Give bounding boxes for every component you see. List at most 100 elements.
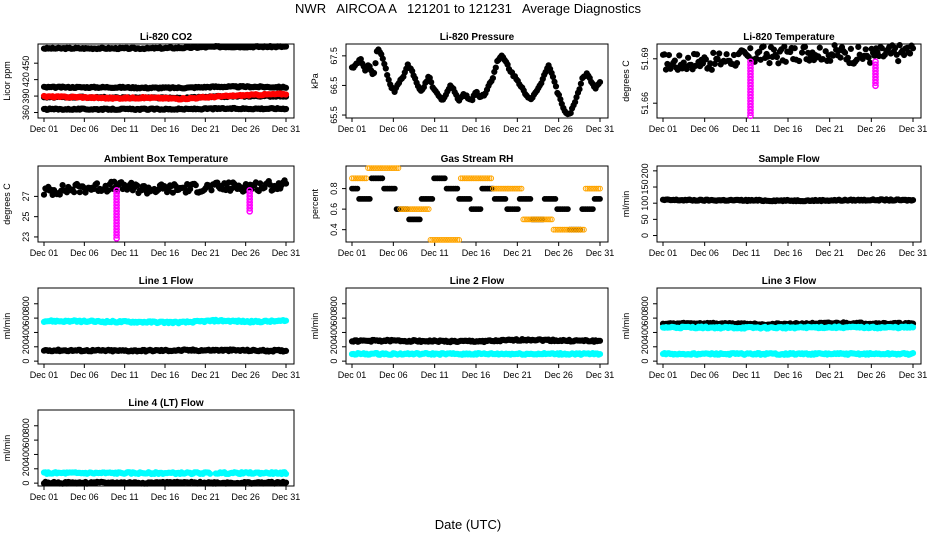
panel-1-xlabel-tick-6: Dec 31	[272, 124, 301, 134]
panel-4-spike-point	[113, 207, 120, 215]
panel-2-point-pressure	[379, 55, 386, 62]
panel-3-point-temperature	[708, 66, 715, 73]
panel-5-point-rh	[466, 196, 473, 202]
panel-7-xlabel-tick-1: Dec 06	[70, 370, 99, 380]
panel-1-point-sample	[282, 91, 290, 98]
panel-3-spike-point	[747, 112, 754, 120]
panel-5-point-rh	[379, 175, 386, 182]
panel-4-spike-point	[246, 207, 254, 215]
panel-3-point-temperature	[733, 60, 741, 67]
panel-5-xlabel-tick-1: Dec 06	[379, 248, 408, 258]
panel-3-point-temperature	[801, 43, 809, 51]
panel-5-ylabel-tick-0: 0.4	[329, 223, 339, 236]
panel-3: Li-820 Temperature degrees C 51.66 51.69 Dec…	[621, 32, 927, 134]
panel-9-xlabel-tick-0: Dec 01	[649, 370, 678, 380]
panel-5-xlabel-tick-5: Dec 26	[544, 248, 573, 258]
panel-3-spike-point	[872, 58, 879, 66]
panel-7-xlabel-tick-2: Dec 11	[111, 370, 139, 380]
panel-3-point-temperature	[782, 58, 789, 65]
panel-4-spike-point	[113, 228, 120, 236]
panel-4-spike-point	[246, 192, 254, 200]
panel-3-spike-point	[747, 88, 754, 96]
panel-8-point-line-flow	[596, 337, 604, 344]
panel-3-ylabel-tick-0: 51.66	[640, 92, 650, 115]
panel-4-point-box-temperature	[76, 189, 83, 196]
panel-2-xlabel-tick-1: Dec 06	[379, 124, 408, 134]
panel-3-spike-point	[747, 70, 754, 78]
panel-4-xlabel-tick-2: Dec 11	[111, 248, 139, 258]
panel-4-xlabel-tick-3: Dec 16	[151, 248, 180, 258]
panel-3-spike-point	[872, 67, 879, 75]
panel-3-xlabel-tick-3: Dec 16	[774, 124, 803, 134]
panel-3-point-temperature	[816, 44, 823, 51]
panel-9-ylabel: ml/min	[621, 313, 631, 340]
panel-3-spike-point	[747, 67, 754, 75]
panel-3-point-temperature	[665, 52, 673, 59]
panel-6-xlabel-tick-2: Dec 11	[732, 248, 760, 258]
panel-5-xlabel-tick-2: Dec 11	[421, 248, 449, 258]
panel-3-spike-point	[747, 109, 754, 117]
panel-3-point-temperature	[683, 65, 690, 73]
panel-10-title: Line 4 (LT) Flow	[128, 398, 204, 409]
panel-5-ylabel-tick-2: 0.8	[329, 182, 339, 195]
panel-4-spike-point	[113, 231, 120, 239]
panel-4-spike-point	[246, 195, 254, 203]
panel-1-title: Li-820 CO2	[140, 32, 193, 43]
panel-4-spike-point	[246, 198, 254, 206]
panel-3-point-temperature	[865, 54, 872, 61]
panel-9-xlabel-tick-5: Dec 26	[857, 370, 886, 380]
panel-7-xlabel-tick-4: Dec 21	[191, 370, 220, 380]
panel-1-ylabel: Licor ppm	[2, 61, 12, 101]
panel-4-xlabel-tick-5: Dec 26	[231, 248, 260, 258]
panel-2-xlabel-tick-5: Dec 26	[544, 124, 573, 134]
panel-3-point-temperature	[702, 56, 710, 63]
panel-2-point-pressure	[489, 75, 496, 82]
panel-3-xlabel-tick-1: Dec 06	[690, 124, 719, 134]
panel-6-xlabel-tick-6: Dec 31	[899, 248, 928, 258]
panel-3-point-temperature	[896, 42, 903, 49]
panel-4-spike-point	[113, 225, 120, 233]
panel-2-xlabel-tick-6: Dec 31	[586, 124, 615, 134]
panel-3-spike-point	[872, 70, 879, 78]
panel-3-spike-point	[747, 94, 754, 102]
panel-4-spike-point	[113, 189, 120, 197]
panel-3-xlabel-tick-0: Dec 01	[649, 124, 678, 134]
panel-6-ylabel-tick-1: 50	[640, 214, 650, 224]
panel-3-spike-point	[747, 64, 754, 72]
panel-9-ylabel-tick-1: 200	[640, 339, 650, 354]
panel-2-point-pressure	[577, 80, 585, 87]
panel-3-point-temperature	[791, 45, 798, 52]
panel-5-point-rh	[429, 196, 436, 202]
panel-10-xlabel-tick-6: Dec 31	[272, 492, 301, 502]
panel-6-xlabel-tick-3: Dec 16	[774, 248, 803, 258]
panel-2-point-pressure	[596, 79, 604, 86]
panel-3-xlabel-tick-5: Dec 26	[857, 124, 886, 134]
panel-9-xlabel-tick-6: Dec 31	[899, 370, 928, 380]
panel-3-point-temperature	[781, 43, 788, 50]
panel-2-xlabel-tick-2: Dec 11	[421, 124, 449, 134]
panel-7-xlabel-tick-0: Dec 01	[30, 370, 59, 380]
panel-3-frame	[656, 43, 922, 119]
panel-2-point-pressure	[552, 83, 560, 90]
panel-3-spike-point	[872, 82, 879, 90]
panel-3-spike-point	[872, 61, 879, 69]
panel-1-frame	[37, 43, 295, 119]
panel-10-ylabel-tick-0: 0	[21, 481, 31, 486]
panel-5-frame	[345, 165, 609, 243]
panel-3-spike-point	[872, 76, 879, 84]
panel-3-title: Li-820 Temperature	[743, 32, 835, 43]
panel-1-xlabel-tick-3: Dec 16	[151, 124, 180, 134]
panel-5-point-rh	[454, 185, 461, 192]
panel-4-ylabel-tick-0: 23	[21, 232, 31, 242]
panel-4-xlabel-tick-1: Dec 06	[70, 248, 99, 258]
panel-8-ylabel-tick-2: 400	[329, 325, 339, 340]
panel-4-spike-point	[113, 216, 120, 224]
panel-7-ylabel-tick-0: 0	[21, 359, 31, 364]
panel-5-xlabel-tick-4: Dec 21	[503, 248, 532, 258]
panel-3-spike-point	[747, 79, 754, 87]
panel-1-ylabel-tick-1: 390	[21, 89, 31, 104]
panel-1-point-level-4	[282, 105, 290, 113]
panel-5-point-rh	[441, 175, 448, 182]
